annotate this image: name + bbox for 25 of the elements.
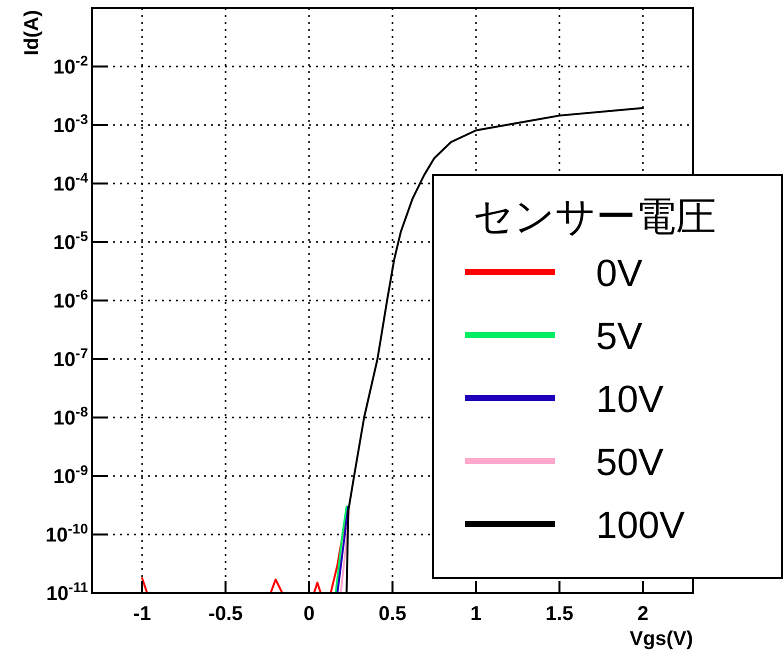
y-axis-title: Id(A)	[21, 10, 43, 56]
y-tick-label: 10$^{-9}$	[53, 462, 88, 488]
x-tick-label: 0	[303, 603, 315, 625]
y-tick-label: 10$^{-2}$	[53, 52, 88, 78]
legend-label: 10V	[596, 379, 664, 421]
y-tick-label: 10$^{-5}$	[53, 228, 88, 254]
x-tick-label: 1.5	[546, 603, 574, 625]
y-tick-label: 10$^{-8}$	[53, 404, 88, 430]
x-tick-label: 0.5	[378, 603, 406, 625]
y-tick-label: 10$^{-3}$	[53, 111, 88, 137]
x-tick-label: -0.5	[208, 603, 243, 625]
y-tick-label: 10$^{-7}$	[53, 345, 88, 371]
x-tick-label: 2	[637, 603, 648, 625]
legend-label: 50V	[596, 442, 664, 484]
x-tick-label: 1	[470, 603, 482, 625]
x-tick-label: -1	[133, 603, 151, 625]
y-tick-label: 10$^{-10}$	[46, 520, 88, 546]
legend-title: センサー電圧	[473, 194, 716, 240]
x-axis-title: Vgs(V)	[630, 628, 693, 650]
legend-label: 5V	[596, 316, 644, 358]
legend-label: 0V	[596, 253, 644, 295]
y-tick-label: 10$^{-11}$	[46, 579, 88, 605]
legend-label: 100V	[596, 505, 686, 547]
y-tick-label: 10$^{-6}$	[53, 286, 88, 312]
y-tick-label: 10$^{-4}$	[53, 170, 88, 196]
